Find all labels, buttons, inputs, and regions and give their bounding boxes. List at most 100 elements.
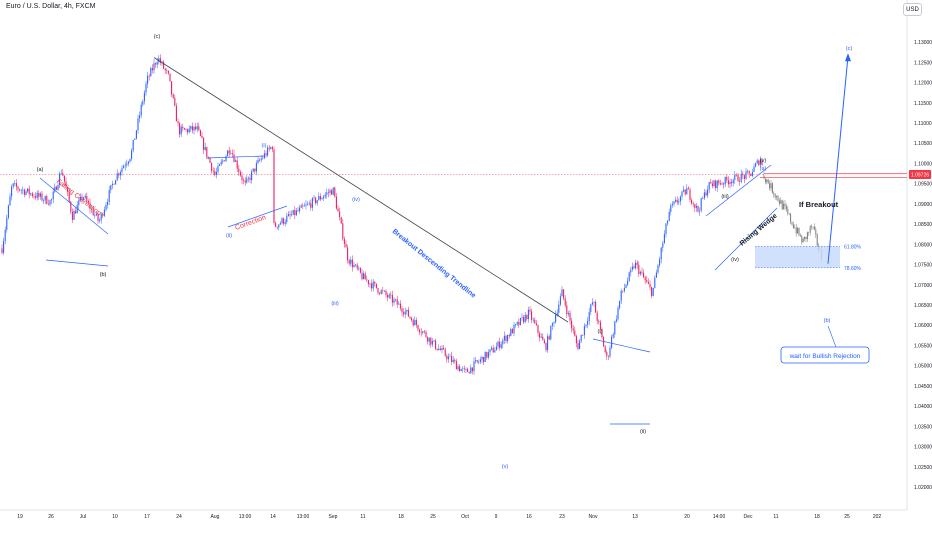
candle-body (278, 224, 280, 228)
candle-body (415, 320, 417, 326)
candle-body (582, 334, 584, 336)
projection-candle-body (795, 227, 797, 234)
candle-body (555, 314, 557, 323)
candle-body (681, 191, 683, 197)
candle-body (734, 174, 736, 180)
x-tick-label: 19 (17, 514, 23, 520)
candle-body (238, 168, 240, 173)
candle-body (20, 190, 22, 191)
candle-body (607, 356, 609, 357)
projection-arrow-line (827, 56, 849, 264)
candle-body (86, 195, 88, 201)
candle-body (247, 177, 249, 179)
x-tick-label: 17 (144, 514, 150, 520)
candle-body (175, 105, 177, 122)
candle-body (500, 344, 502, 348)
candle-body (188, 128, 190, 133)
candle-body (737, 174, 739, 182)
candle-body (652, 287, 654, 296)
rising-wedge-lower (714, 207, 778, 271)
candle-body (81, 196, 83, 200)
candle-body (83, 197, 85, 200)
candle-body (721, 183, 723, 185)
candle-body (148, 75, 150, 77)
candle-body (291, 214, 293, 216)
candle-body (217, 165, 219, 172)
y-tick-label: 1.04500 (914, 384, 932, 390)
candle-body (585, 324, 587, 327)
candle-body (118, 173, 120, 176)
candle-body (580, 334, 582, 341)
candle-body (89, 202, 91, 209)
projection-candle-body (806, 232, 808, 240)
wave-label: (iii) (331, 301, 338, 307)
candle-body (655, 272, 657, 278)
candle-body (239, 172, 241, 176)
x-tick-label: 18 (814, 514, 820, 520)
candle-body (71, 211, 73, 220)
wave-label: (ii) (226, 233, 232, 239)
candle-body (215, 171, 217, 175)
candle-body (44, 196, 46, 201)
y-tick-label: 1.11500 (914, 101, 932, 107)
candle-body (532, 319, 534, 321)
candle-body (638, 264, 640, 274)
candle-body (47, 203, 49, 205)
candle-body (603, 337, 605, 347)
candle-body (398, 303, 400, 305)
candle-body (537, 325, 539, 333)
candle-body (78, 200, 80, 206)
projection-candle-body (769, 183, 771, 189)
projection-candle-body (785, 206, 787, 210)
candle-body (235, 160, 237, 162)
candle-body (108, 190, 110, 202)
correction-channel-lower (227, 205, 288, 228)
candle-body (403, 312, 405, 315)
candle-body (459, 366, 461, 372)
candle-body (4, 229, 6, 241)
candle-body (460, 369, 462, 372)
descending-trendline (153, 57, 569, 323)
candle-body (569, 312, 571, 321)
candle-body (475, 360, 477, 362)
candle-body (489, 349, 491, 353)
y-tick-label: 1.09500 (914, 182, 932, 188)
candle-body (43, 200, 45, 201)
candle-body (52, 191, 54, 200)
currency-selector[interactable]: USD (903, 3, 922, 16)
candle-body (19, 189, 21, 191)
candle-body (3, 240, 5, 253)
candle-body (231, 153, 233, 155)
candle-body (663, 233, 665, 244)
candle-body (335, 196, 337, 209)
candle-body (345, 243, 347, 248)
projection-candle-body (808, 232, 810, 234)
candle-body (691, 199, 693, 204)
candle-body (612, 334, 614, 337)
candle-body (428, 337, 430, 342)
candle-body (275, 223, 277, 227)
candle-body (179, 123, 181, 135)
candle-body (171, 81, 173, 95)
candle-body (431, 341, 433, 345)
candle-body (731, 181, 733, 184)
candle-body (527, 309, 529, 320)
candle-body (427, 337, 429, 342)
candle-body (332, 187, 334, 195)
x-tick-label: 14:00 (713, 514, 726, 520)
candle-body (747, 171, 749, 172)
candle-body (678, 201, 680, 203)
candle-body (596, 312, 598, 321)
y-tick-label: 1.06500 (914, 303, 932, 309)
projection-candle-body (804, 236, 806, 239)
candle-body (87, 200, 89, 203)
candle-body (742, 173, 744, 176)
candle-body (38, 192, 40, 197)
candle-body (220, 161, 222, 165)
candle-body (511, 329, 513, 334)
candle-body (590, 304, 592, 312)
candle-body (561, 289, 563, 297)
wave-label: (v) (502, 464, 509, 470)
